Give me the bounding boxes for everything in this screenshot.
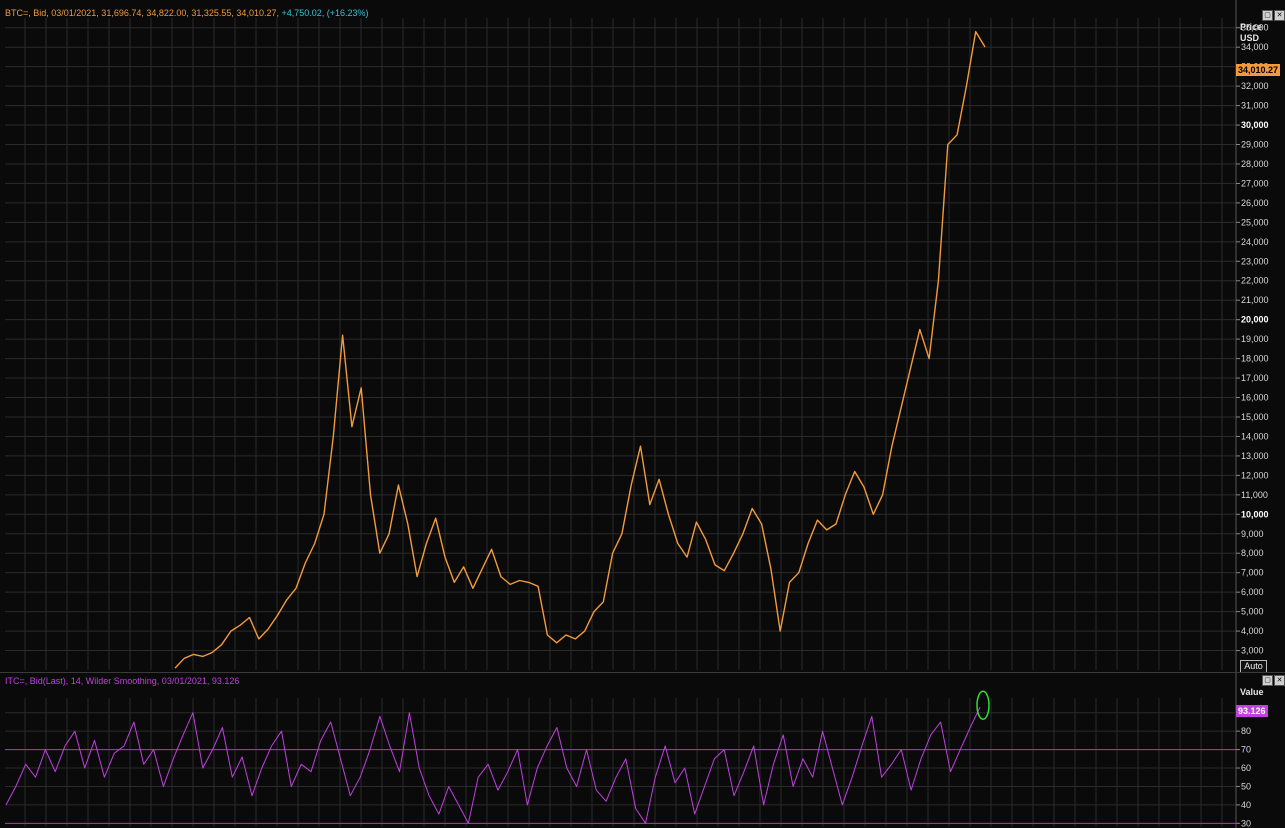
price-tick-label: 12,000 [1241, 470, 1269, 480]
price-tick-label: 27,000 [1241, 178, 1269, 188]
rsi-tick-label: 60 [1241, 763, 1251, 773]
price-tick-label: 3,000 [1241, 646, 1264, 656]
price-tick-label: 10,000 [1241, 509, 1269, 519]
price-tick-label: 22,000 [1241, 276, 1269, 286]
price-tick-label: 26,000 [1241, 198, 1269, 208]
rsi-close-icon[interactable]: ✕ [1274, 675, 1285, 686]
rsi-tick-label: 70 [1241, 745, 1251, 755]
rsi-panel[interactable]: 30405060708090 ITC=, Bid(Last), 14, Wild… [0, 672, 1285, 828]
price-tick-label: 5,000 [1241, 607, 1264, 617]
price-tick-label: 31,000 [1241, 101, 1269, 111]
price-tick-label: 13,000 [1241, 451, 1269, 461]
price-tick-label: 20,000 [1241, 315, 1269, 325]
price-tick-label: 7,000 [1241, 568, 1264, 578]
price-tick-label: 15,000 [1241, 412, 1269, 422]
price-tick-label: 21,000 [1241, 295, 1269, 305]
price-last-value: 34,010.27 [1236, 64, 1281, 76]
rsi-tick-label: 40 [1241, 800, 1251, 810]
price-header: BTC=, Bid, 03/01/2021, 31,696.74, 34,822… [5, 8, 369, 18]
price-tick-label: 14,000 [1241, 431, 1269, 441]
price-tick-label: 23,000 [1241, 256, 1269, 266]
highlight-circle [976, 690, 990, 720]
rsi-tick-label: 30 [1241, 818, 1251, 828]
price-header-symbol: BTC=, Bid, 03/01/2021, 31,696.74, 34,822… [5, 8, 279, 18]
price-tick-label: 24,000 [1241, 237, 1269, 247]
price-tick-label: 34,000 [1241, 42, 1269, 52]
price-panel[interactable]: 3,000 4,000 5,000 6,000 7,000 8,000 9,000 10,00… [0, 0, 1285, 673]
price-tick-label: 17,000 [1241, 373, 1269, 383]
price-header-change: +4,750.02, (+16.23%) [281, 8, 369, 18]
rsi-axis-title: Value [1240, 687, 1264, 697]
price-tick-label: 4,000 [1241, 626, 1264, 636]
rsi-header: ITC=, Bid(Last), 14, Wilder Smoothing, 0… [5, 676, 240, 686]
price-tick-label: 25,000 [1241, 217, 1269, 227]
price-tick-label: 32,000 [1241, 81, 1269, 91]
close-icon[interactable]: ✕ [1274, 10, 1285, 21]
rsi-series-line [5, 706, 981, 824]
rsi-maximize-icon[interactable]: ▢ [1262, 675, 1273, 686]
price-axis-title: Price [1240, 22, 1263, 32]
rsi-tick-label: 50 [1241, 781, 1251, 791]
rsi-tick-label: 80 [1241, 726, 1251, 736]
price-tick-label: 35,000 [1241, 23, 1269, 33]
rsi-chart[interactable]: 30405060708090 [0, 673, 1285, 828]
price-tick-label: 18,000 [1241, 354, 1269, 364]
price-tick-label: 28,000 [1241, 159, 1269, 169]
price-chart[interactable]: 3,000 4,000 5,000 6,000 7,000 8,000 9,000 10,00… [0, 0, 1285, 672]
price-tick-label: 16,000 [1241, 393, 1269, 403]
maximize-icon[interactable]: ▢ [1262, 10, 1273, 21]
price-tick-label: 6,000 [1241, 587, 1264, 597]
price-tick-label: 19,000 [1241, 334, 1269, 344]
price-series-line [174, 30, 986, 669]
price-tick-label: 8,000 [1241, 548, 1264, 558]
price-axis-unit: USD [1240, 33, 1260, 43]
rsi-last-value: 93.126 [1236, 705, 1268, 717]
price-tick-label: 30,000 [1241, 120, 1269, 130]
price-tick-label: 29,000 [1241, 140, 1269, 150]
price-tick-label: 11,000 [1241, 490, 1268, 500]
price-tick-label: 9,000 [1241, 529, 1264, 539]
